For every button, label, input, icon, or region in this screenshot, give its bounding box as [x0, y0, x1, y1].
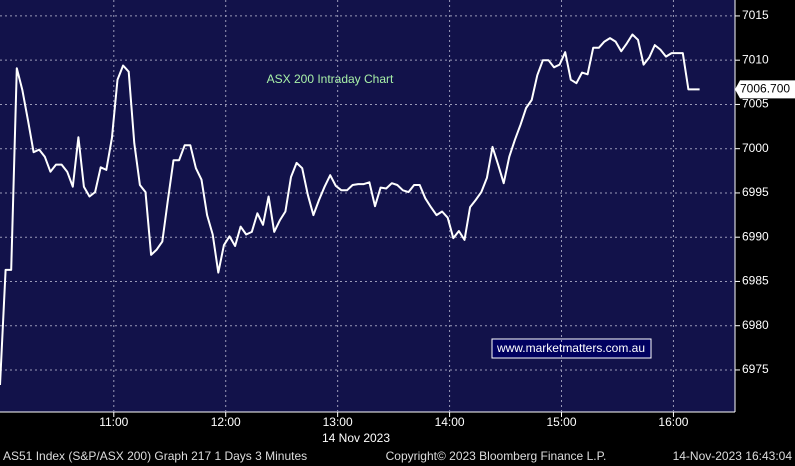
footer-left: AS51 Index (S&P/ASX 200) Graph 217 1 Day… — [3, 449, 307, 463]
x-tick-label: 15:00 — [546, 415, 576, 429]
y-tick-label: 6985 — [742, 274, 769, 288]
footer-right: 14-Nov-2023 16:43:04 — [673, 449, 793, 463]
y-tick-label: 7005 — [742, 97, 769, 111]
x-tick-label: 16:00 — [658, 415, 688, 429]
y-tick-label: 6995 — [742, 185, 769, 199]
last-price-label: 7006.700 — [740, 82, 790, 96]
y-tick-label: 7000 — [742, 141, 769, 155]
footer-center: Copyright© 2023 Bloomberg Finance L.P. — [386, 449, 607, 463]
y-tick-label: 7015 — [742, 8, 769, 22]
y-tick-label: 6990 — [742, 229, 769, 243]
watermark-box — [491, 338, 652, 359]
x-tick-label: 13:00 — [323, 415, 353, 429]
last-price-tag — [735, 80, 795, 99]
price-line — [0, 33, 700, 386]
x-tick-label: 14:00 — [435, 415, 465, 429]
y-tick-label: 6980 — [742, 318, 769, 332]
watermark: www.marketmatters.com.au — [496, 341, 645, 355]
x-tick-label: 11:00 — [99, 415, 128, 429]
y-tick-label: 6975 — [742, 362, 769, 376]
x-axis-label: 14 Nov 2023 — [322, 431, 390, 445]
x-tick-label: 12:00 — [211, 415, 241, 429]
chart-title: ASX 200 Intraday Chart — [267, 72, 394, 86]
y-tick-label: 7010 — [742, 52, 769, 66]
